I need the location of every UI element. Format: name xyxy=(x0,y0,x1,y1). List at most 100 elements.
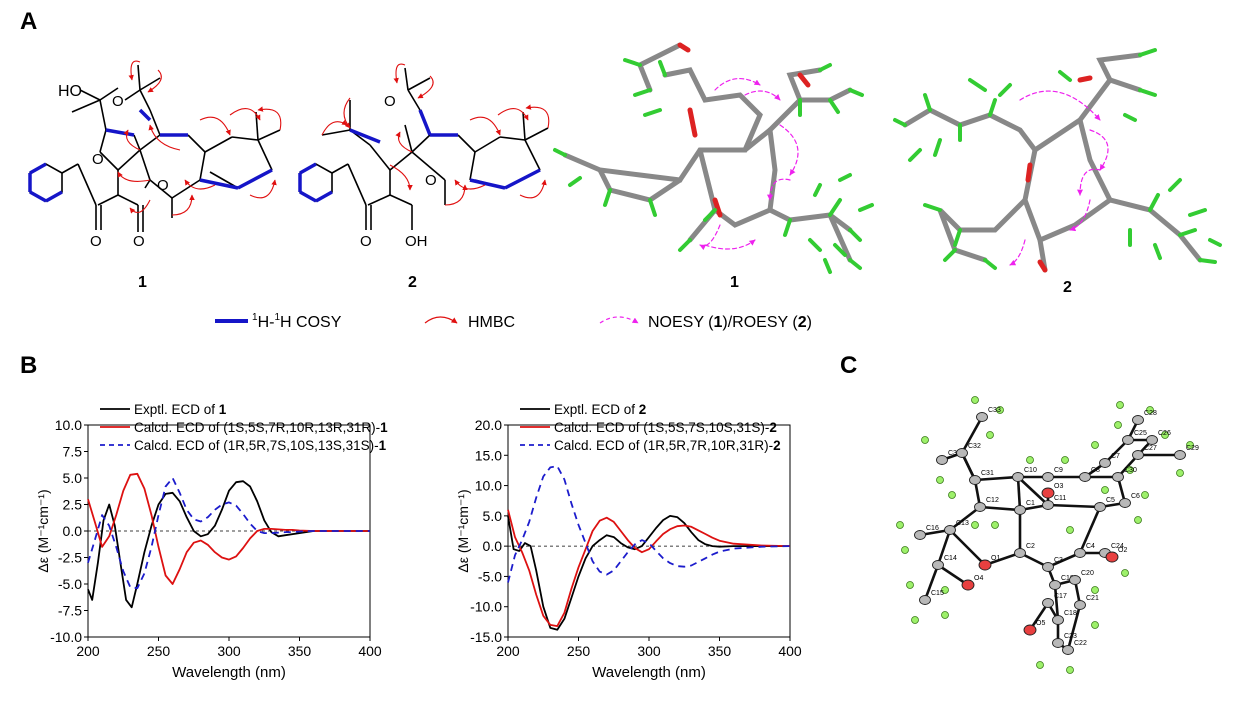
y-tick-label: 0.0 xyxy=(483,538,503,554)
xray-atom-label: C2 xyxy=(1026,543,1035,550)
xray-atom xyxy=(1122,435,1134,445)
xray-atom-label: C14 xyxy=(944,555,957,562)
y-tick-label: -2.5 xyxy=(58,550,82,566)
ecd-chart-2: 200 250 300 350 400 20.0 15.0 10.0 5.0 0.0 -5.0 -10… xyxy=(455,402,802,681)
y-tick-label: -10.0 xyxy=(470,599,502,615)
xray-hydrogen xyxy=(1141,491,1149,499)
x-tick-label: 250 xyxy=(567,643,591,659)
xray-hydrogen xyxy=(906,581,914,589)
legend-entry-1: Exptl. ECD of 2 xyxy=(554,402,646,417)
xray-atom xyxy=(1049,580,1061,590)
xray-atom-label: C30 xyxy=(1124,467,1137,474)
xray-hydrogen xyxy=(911,616,919,624)
xray-atom xyxy=(1042,562,1054,572)
series-line-2 xyxy=(87,472,370,585)
xray-atom xyxy=(1014,548,1026,558)
xray-atom-label: O2 xyxy=(1118,547,1127,554)
xray-atom xyxy=(1112,472,1124,482)
xray-hydrogen xyxy=(1066,666,1074,674)
atom-label-oh-2: OH xyxy=(405,233,428,250)
xray-bond xyxy=(1053,584,1060,621)
series-line-1 xyxy=(507,515,790,631)
atom-label-ho: HO xyxy=(58,83,82,100)
cosy-bonds-1 xyxy=(105,108,273,190)
y-tick-label: 10.0 xyxy=(475,478,502,494)
xray-hydrogen xyxy=(1121,569,1129,577)
xray-bond xyxy=(1104,439,1129,464)
model-3d-1 xyxy=(553,42,874,274)
xray-atom xyxy=(1052,638,1064,648)
xray-atom-label: C10 xyxy=(1024,467,1037,474)
xray-atom-label: C5 xyxy=(1106,497,1115,504)
xray-hydrogen xyxy=(941,586,949,594)
y-tick-label: 5.0 xyxy=(63,470,83,486)
xray-atom-label: O3 xyxy=(1054,483,1063,490)
x-tick-label: 300 xyxy=(217,643,241,659)
x-tick-label: 350 xyxy=(288,643,312,659)
xray-hydrogen xyxy=(1066,526,1074,534)
y-tick-label: 5.0 xyxy=(483,508,503,524)
legend-entry-3: Calcd. ECD of (1R,5R,7R,10R,31R)-2 xyxy=(554,438,781,453)
xray-atom xyxy=(1146,435,1158,445)
legend-entry-3: Calcd. ECD of (1R,5R,7S,10S,13S,31S)-1 xyxy=(134,438,387,453)
xray-atom-label: O1 xyxy=(991,555,1000,562)
xray-atom xyxy=(1074,600,1086,610)
xray-hydrogen xyxy=(1061,456,1069,464)
series-line-1 xyxy=(87,480,370,609)
xray-hydrogen xyxy=(941,611,949,619)
xray-hydrogen xyxy=(1116,401,1124,409)
model-label-2: 2 xyxy=(1063,279,1072,296)
xray-atom xyxy=(1119,498,1131,508)
legend-cosy-text: 1H-1H COSY xyxy=(252,312,342,331)
panel-label-c: C xyxy=(840,352,858,379)
atom-label-o-ketone-1c: O xyxy=(157,177,169,194)
xray-atom xyxy=(1052,615,1064,625)
xray-atom xyxy=(1062,645,1074,655)
xray-atom xyxy=(1132,450,1144,460)
xray-hydrogen xyxy=(1091,586,1099,594)
compound-label-1: 1 xyxy=(138,274,147,291)
legend-entry-2: Calcd. ECD of (1S,5S,7S,10S,31S)-2 xyxy=(554,420,777,435)
hmbc-arrows-2 xyxy=(321,63,550,206)
xray-atom-label: C26 xyxy=(1158,430,1171,437)
xray-atom xyxy=(914,530,926,540)
y-tick-label: 15.0 xyxy=(475,447,502,463)
y-tick-label: -5.0 xyxy=(478,568,502,584)
atom-label-o-ketone-1b: O xyxy=(133,233,145,250)
y-tick-label: -15.0 xyxy=(470,629,502,645)
legend-entry-2: Calcd. ECD of (1S,5S,7R,10R,13R,31R)-1 xyxy=(134,420,388,435)
xray-atom xyxy=(1132,415,1144,425)
xray-hydrogen xyxy=(971,521,979,529)
top-legend: 1H-1H COSY HMBC NOESY (1)/ROESY (2) xyxy=(215,312,812,331)
xray-hydrogen xyxy=(1186,441,1194,449)
xray-atom-label: C20 xyxy=(1081,570,1094,577)
xray-ortep-structure: C34 C33 C32 C31 C10 C9 C8 C7 C28 C25 C26 C27 C29 C30 C… xyxy=(896,396,1199,674)
xray-atom xyxy=(956,448,968,458)
xray-atom-label: C19 xyxy=(1061,575,1074,582)
xray-atom-label: C16 xyxy=(926,525,939,532)
y-tick-label: -10.0 xyxy=(50,629,82,645)
x-tick-label: 400 xyxy=(778,643,802,659)
y-tick-label: 0.0 xyxy=(63,523,83,539)
xray-hydrogen xyxy=(1036,661,1044,669)
noesy-arrows-2 xyxy=(1009,90,1109,266)
y-axis-label: Δε (M⁻¹cm⁻¹) xyxy=(35,489,51,572)
x-tick-label: 400 xyxy=(358,643,382,659)
xray-atom xyxy=(1012,472,1024,482)
xray-hydrogen xyxy=(1026,456,1034,464)
model-3d-2 xyxy=(893,48,1222,273)
xray-atom-label: C8 xyxy=(1091,467,1100,474)
y-tick-label: 7.5 xyxy=(63,444,83,460)
xray-atom-label: C6 xyxy=(1131,493,1140,500)
xray-hydrogen xyxy=(1101,486,1109,494)
xray-hydrogen xyxy=(1091,441,1099,449)
model-label-1: 1 xyxy=(730,274,739,291)
xray-bond xyxy=(1017,476,1049,506)
xray-bond xyxy=(923,564,940,601)
atom-label-o-epoxide-1: O xyxy=(112,93,124,110)
xray-atom-label: O4 xyxy=(974,575,983,582)
xray-atom xyxy=(1042,472,1054,482)
xray-atom xyxy=(932,560,944,570)
hmbc-arrows-1 xyxy=(117,60,282,216)
legend-hmbc-swatch xyxy=(424,316,458,324)
